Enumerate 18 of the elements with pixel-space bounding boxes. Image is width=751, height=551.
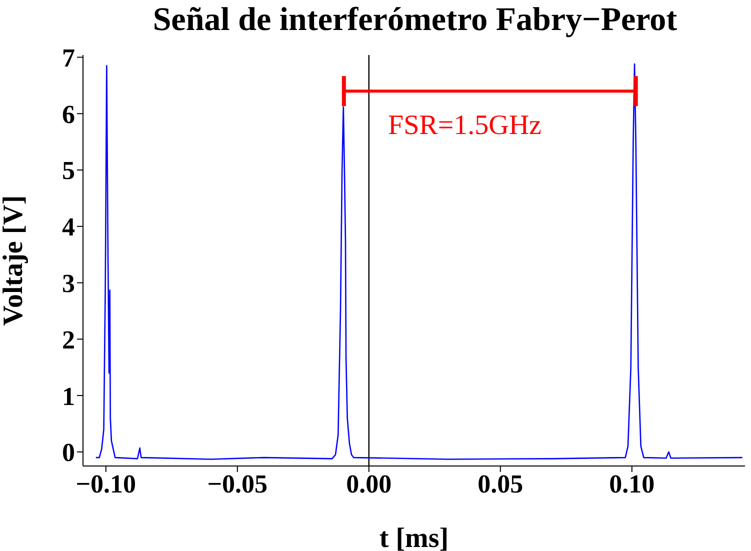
x-tick-label: 0.00 bbox=[346, 469, 392, 498]
y-tick-label: 2 bbox=[62, 325, 75, 354]
x-tick-label: −0.05 bbox=[207, 469, 268, 498]
y-tick-label: 7 bbox=[62, 43, 75, 72]
y-tick-label: 5 bbox=[62, 156, 75, 186]
x-tick-label: −0.10 bbox=[76, 469, 136, 498]
x-tick-label: 0.10 bbox=[609, 469, 655, 498]
y-tick-label: 4 bbox=[62, 212, 75, 242]
chart-title: Señal de interferómetro Fabry−Perot bbox=[152, 2, 678, 39]
y-tick-label: 0 bbox=[62, 438, 75, 468]
y-tick-label: 1 bbox=[62, 382, 75, 411]
annotation: FSR=1.5GHz bbox=[388, 110, 542, 142]
x-axis-title: t [ms] bbox=[379, 523, 449, 551]
y-axis-title: Voltaje [V] bbox=[0, 195, 29, 326]
y-tick-label: 6 bbox=[62, 100, 75, 129]
line-series bbox=[95, 63, 744, 460]
y-tick-label: 3 bbox=[62, 269, 75, 298]
x-tick-label: 0.05 bbox=[478, 469, 524, 498]
